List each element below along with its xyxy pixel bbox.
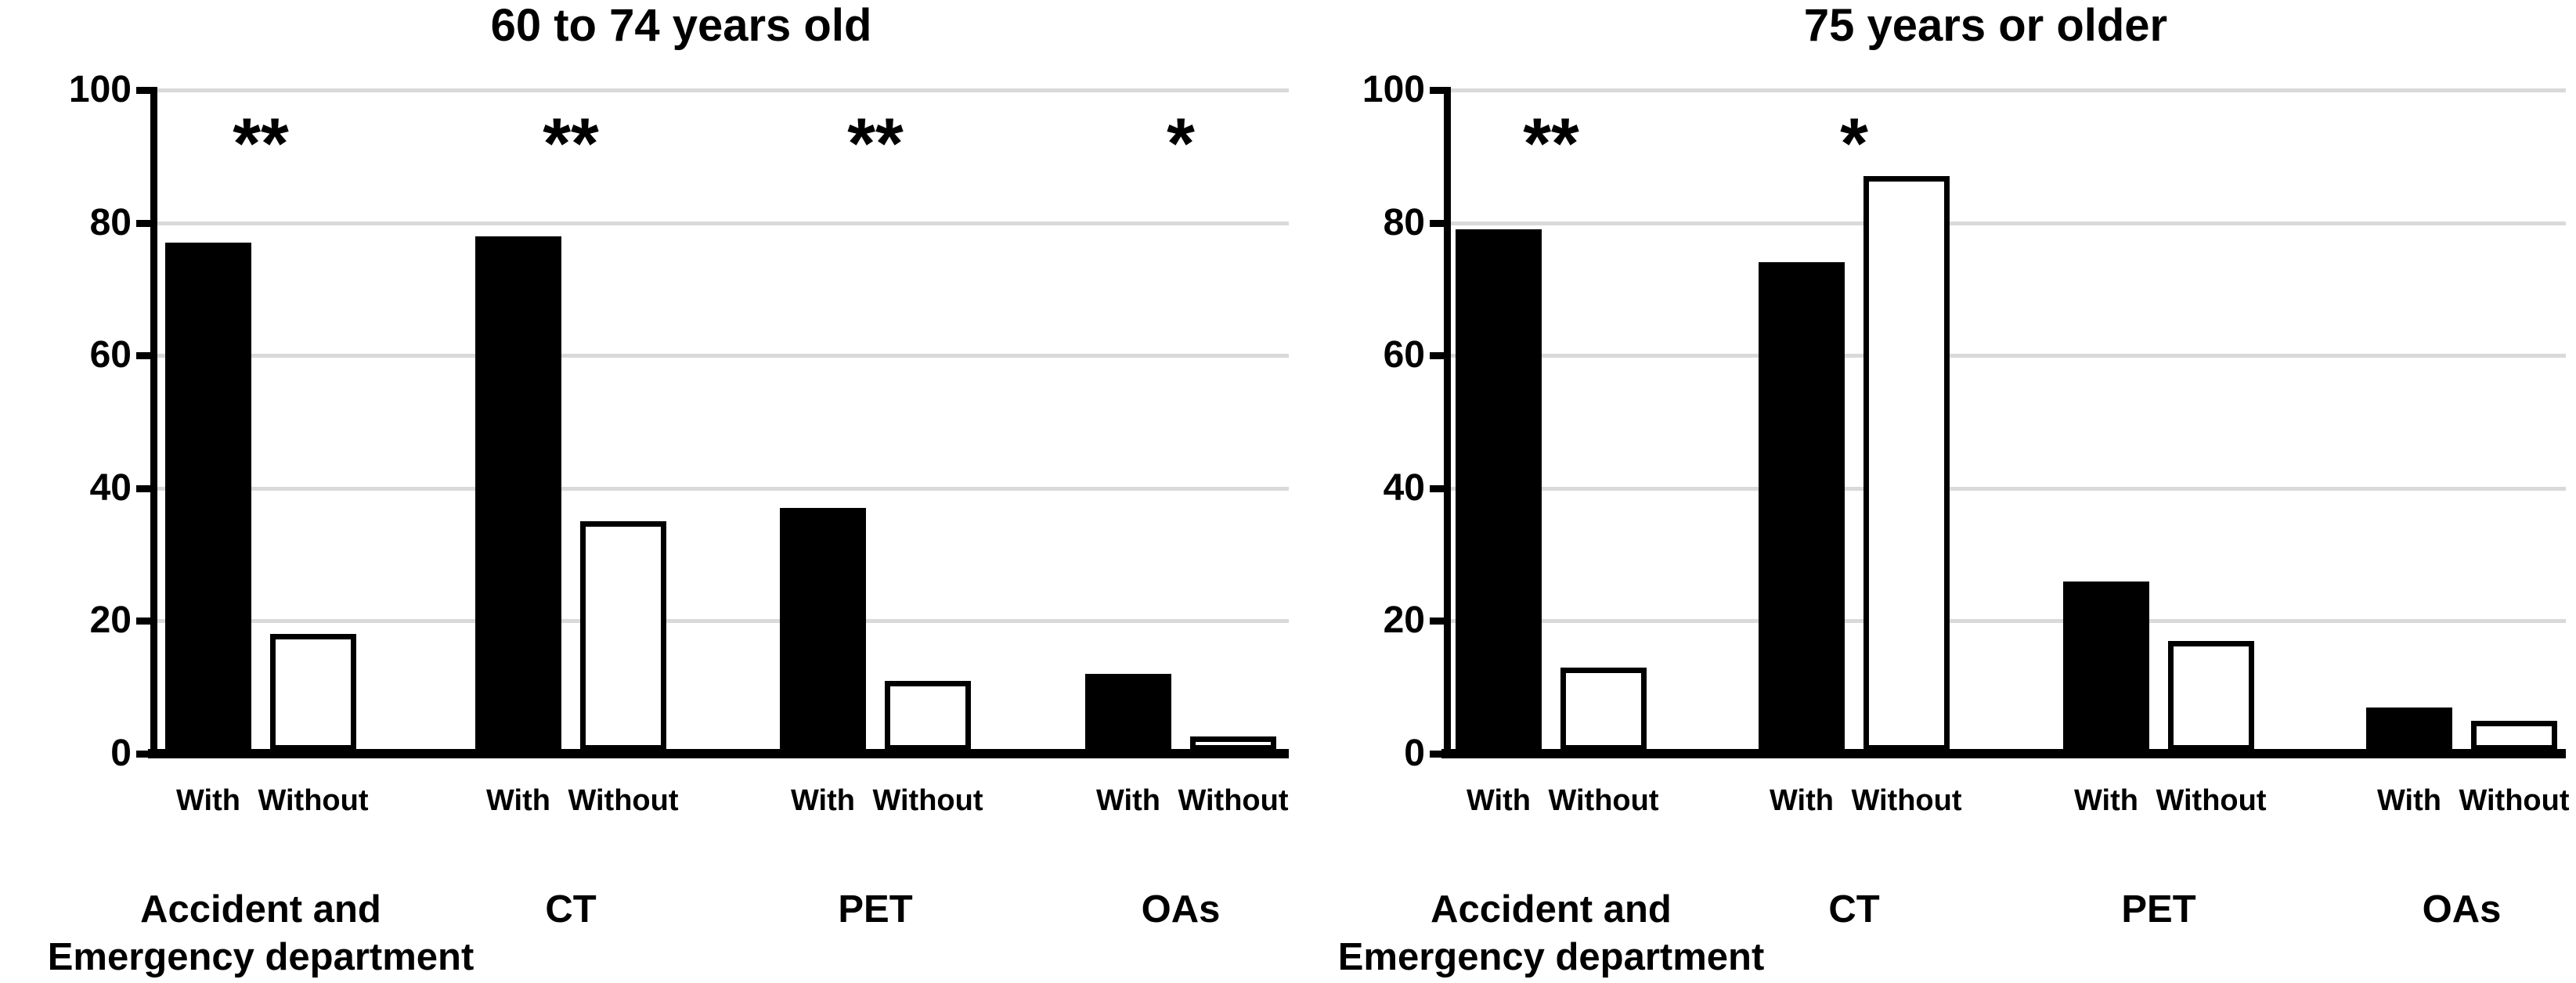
bar-without-2 [580, 521, 666, 751]
chart-title-75-plus: 75 years or older [1803, 0, 2168, 51]
category-label-3: PET [554, 886, 1196, 934]
bar-without-3 [885, 681, 971, 751]
gridline-20 [1444, 619, 2566, 623]
y-axis-tick [1430, 87, 1444, 94]
y-axis-tick [1430, 618, 1444, 625]
bar-with-4 [1085, 674, 1171, 751]
y-axis-tick [1430, 220, 1444, 227]
gridline-80 [150, 221, 1289, 225]
y-tick-label: 20 [89, 600, 132, 641]
significance-marker: * [1840, 104, 1868, 184]
category-label-line: PET [838, 888, 913, 931]
category-label-1: Accident and Emergency department [1230, 886, 1872, 981]
y-axis-tick [136, 87, 150, 94]
bar-label-with: With [2074, 784, 2138, 817]
bar-with-2 [475, 236, 561, 751]
bar-label-without: Without [1851, 784, 1962, 817]
category-label-line: OAs [1141, 888, 1221, 931]
y-tick-label: 20 [1383, 600, 1425, 641]
gridline-60 [150, 354, 1289, 358]
bar-without-3 [2168, 641, 2254, 751]
y-tick-label: 100 [68, 69, 132, 110]
gridline-100 [150, 88, 1289, 92]
bar-with-1 [1456, 229, 1542, 751]
bar-label-without: Without [2459, 784, 2570, 817]
category-label-line: OAs [2422, 888, 2502, 931]
category-label-line: CT [545, 888, 597, 931]
x-axis-line [148, 749, 1289, 758]
bar-with-3 [2063, 582, 2149, 751]
bar-without-1 [270, 634, 356, 751]
y-tick-label: 40 [1383, 467, 1425, 509]
y-axis-tick [136, 220, 150, 227]
y-tick-label: 80 [1383, 202, 1425, 243]
y-tick-label: 60 [89, 334, 132, 376]
y-axis-line [150, 87, 157, 758]
significance-marker: ** [847, 104, 904, 184]
bar-label-without: Without [258, 784, 369, 817]
y-tick-label: 0 [1404, 733, 1425, 774]
significance-marker: ** [1523, 104, 1579, 184]
category-label-line: PET [2121, 888, 2196, 931]
y-axis-tick [136, 485, 150, 492]
y-axis-tick [136, 751, 150, 758]
category-label-line: CT [1828, 888, 1880, 931]
category-label-line: Emergency department [1337, 936, 1765, 978]
y-axis-tick [1430, 485, 1444, 492]
gridline-40 [1444, 487, 2566, 491]
y-tick-label: 80 [89, 202, 132, 243]
bar-with-2 [1759, 262, 1845, 751]
bar-without-4 [1190, 736, 1276, 751]
bar-with-3 [780, 508, 866, 751]
category-label-3: PET [1838, 886, 2480, 934]
significance-marker: ** [543, 104, 599, 184]
x-axis-line [1441, 749, 2566, 758]
bar-label-with: With [486, 784, 550, 817]
y-tick-label: 0 [110, 733, 132, 774]
bar-label-with: With [791, 784, 855, 817]
chart-title-60-74: 60 to 74 years old [490, 0, 872, 51]
y-tick-label: 60 [1383, 334, 1425, 376]
significance-marker: * [1167, 104, 1195, 184]
y-axis-tick [136, 618, 150, 625]
gridline-80 [1444, 221, 2566, 225]
gridline-60 [1444, 354, 2566, 358]
y-tick-label: 100 [1362, 69, 1425, 110]
bar-without-4 [2471, 721, 2557, 751]
y-axis-line [1444, 87, 1451, 758]
y-tick-label: 40 [89, 467, 132, 509]
category-label-2: CT [1533, 886, 2175, 934]
bar-without-2 [1863, 176, 1950, 751]
bar-label-without: Without [1548, 784, 1659, 817]
bar-with-4 [2366, 708, 2452, 751]
bar-label-without: Without [1178, 784, 1289, 817]
bar-label-with: With [2377, 784, 2441, 817]
bar-label-with: With [1770, 784, 1834, 817]
bar-label-without: Without [2156, 784, 2267, 817]
bar-without-1 [1560, 668, 1647, 751]
bar-label-with: With [1096, 784, 1160, 817]
bar-label-with: With [176, 784, 240, 817]
bar-label-with: With [1467, 784, 1531, 817]
y-axis-tick [136, 352, 150, 359]
bar-label-without: Without [872, 784, 983, 817]
category-label-4: OAs [860, 886, 1502, 934]
y-axis-tick [1430, 751, 1444, 758]
gridline-100 [1444, 88, 2566, 92]
y-axis-tick [1430, 352, 1444, 359]
gridline-20 [150, 619, 1289, 623]
category-label-1: Accident and Emergency department [0, 886, 582, 981]
significance-marker: ** [233, 104, 289, 184]
category-label-2: CT [250, 886, 892, 934]
category-label-line: Emergency department [47, 936, 474, 978]
gridline-40 [150, 487, 1289, 491]
category-label-4: OAs [2141, 886, 2576, 934]
category-label-line: Accident and [1431, 888, 1672, 931]
bar-with-1 [165, 243, 251, 751]
category-label-line: Accident and [140, 888, 381, 931]
bar-label-without: Without [568, 784, 679, 817]
